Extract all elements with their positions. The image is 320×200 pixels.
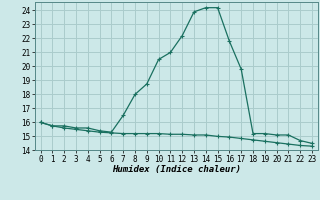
X-axis label: Humidex (Indice chaleur): Humidex (Indice chaleur) bbox=[112, 165, 241, 174]
